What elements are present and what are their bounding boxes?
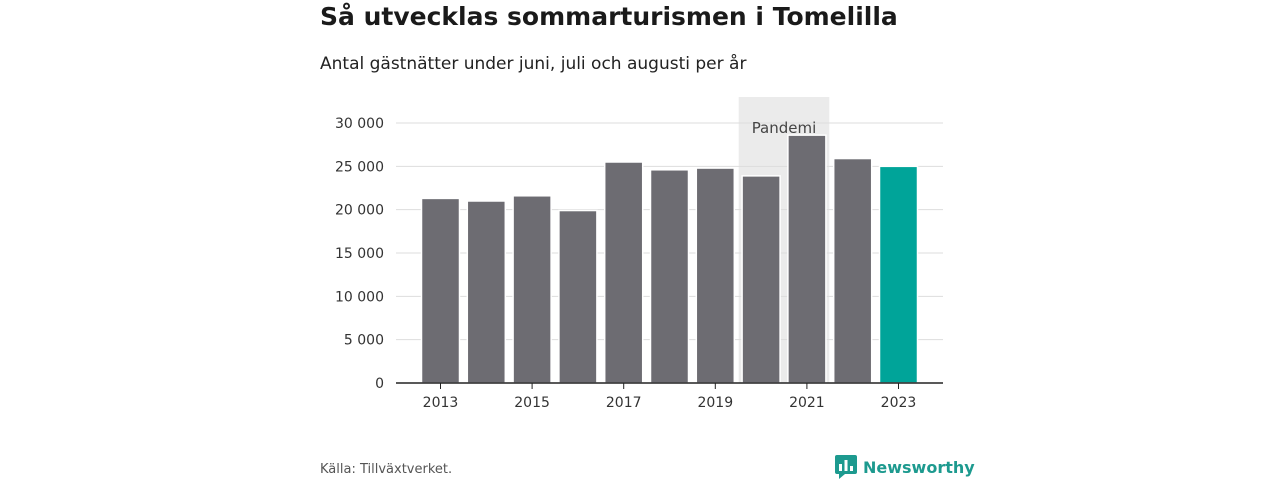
y-tick-label: 15 000 <box>335 246 384 262</box>
bar-2017 <box>603 161 644 384</box>
bar-2016 <box>558 209 598 384</box>
y-tick-label: 25 000 <box>335 159 384 175</box>
x-tick-label: 2019 <box>697 395 733 411</box>
y-tick-label: 20 000 <box>335 203 384 219</box>
x-tick-label: 2015 <box>514 395 550 411</box>
x-tick-label: 2017 <box>606 395 642 411</box>
brand-name: Newsworthy <box>863 457 975 477</box>
y-tick-label: 0 <box>375 376 384 392</box>
bar-2022 <box>832 157 873 384</box>
bar-2021 <box>787 134 827 384</box>
bar-chart-speech-icon <box>835 455 857 479</box>
y-tick-label: 10 000 <box>335 289 384 305</box>
chart-subtitle: Antal gästnätter under juni, juli och au… <box>320 54 747 74</box>
pandemic-label: Pandemi <box>752 119 817 137</box>
y-tick-label: 5 000 <box>344 333 384 349</box>
source-note: Källa: Tillväxtverket. <box>320 462 453 477</box>
y-tick-label: 30 000 <box>335 116 384 132</box>
bar-2019 <box>695 167 736 384</box>
bar-2014 <box>466 200 507 384</box>
bar-2023 <box>878 165 919 384</box>
bar-2013 <box>420 197 461 384</box>
x-tick-label: 2023 <box>881 395 917 411</box>
newsworthy-logo[interactable]: Newsworthy <box>835 455 975 479</box>
chart-title: Så utvecklas sommarturismen i Tomelilla <box>320 2 898 31</box>
bar-2015 <box>512 195 552 384</box>
bar-2018 <box>649 169 690 384</box>
x-tick-label: 2013 <box>423 395 459 411</box>
bar-2020 <box>741 175 781 384</box>
bar-chart: Pandemi 0 5 000 10 000 15 000 20 000 25 000 30 … <box>335 97 943 411</box>
x-tick-label: 2021 <box>789 395 825 411</box>
